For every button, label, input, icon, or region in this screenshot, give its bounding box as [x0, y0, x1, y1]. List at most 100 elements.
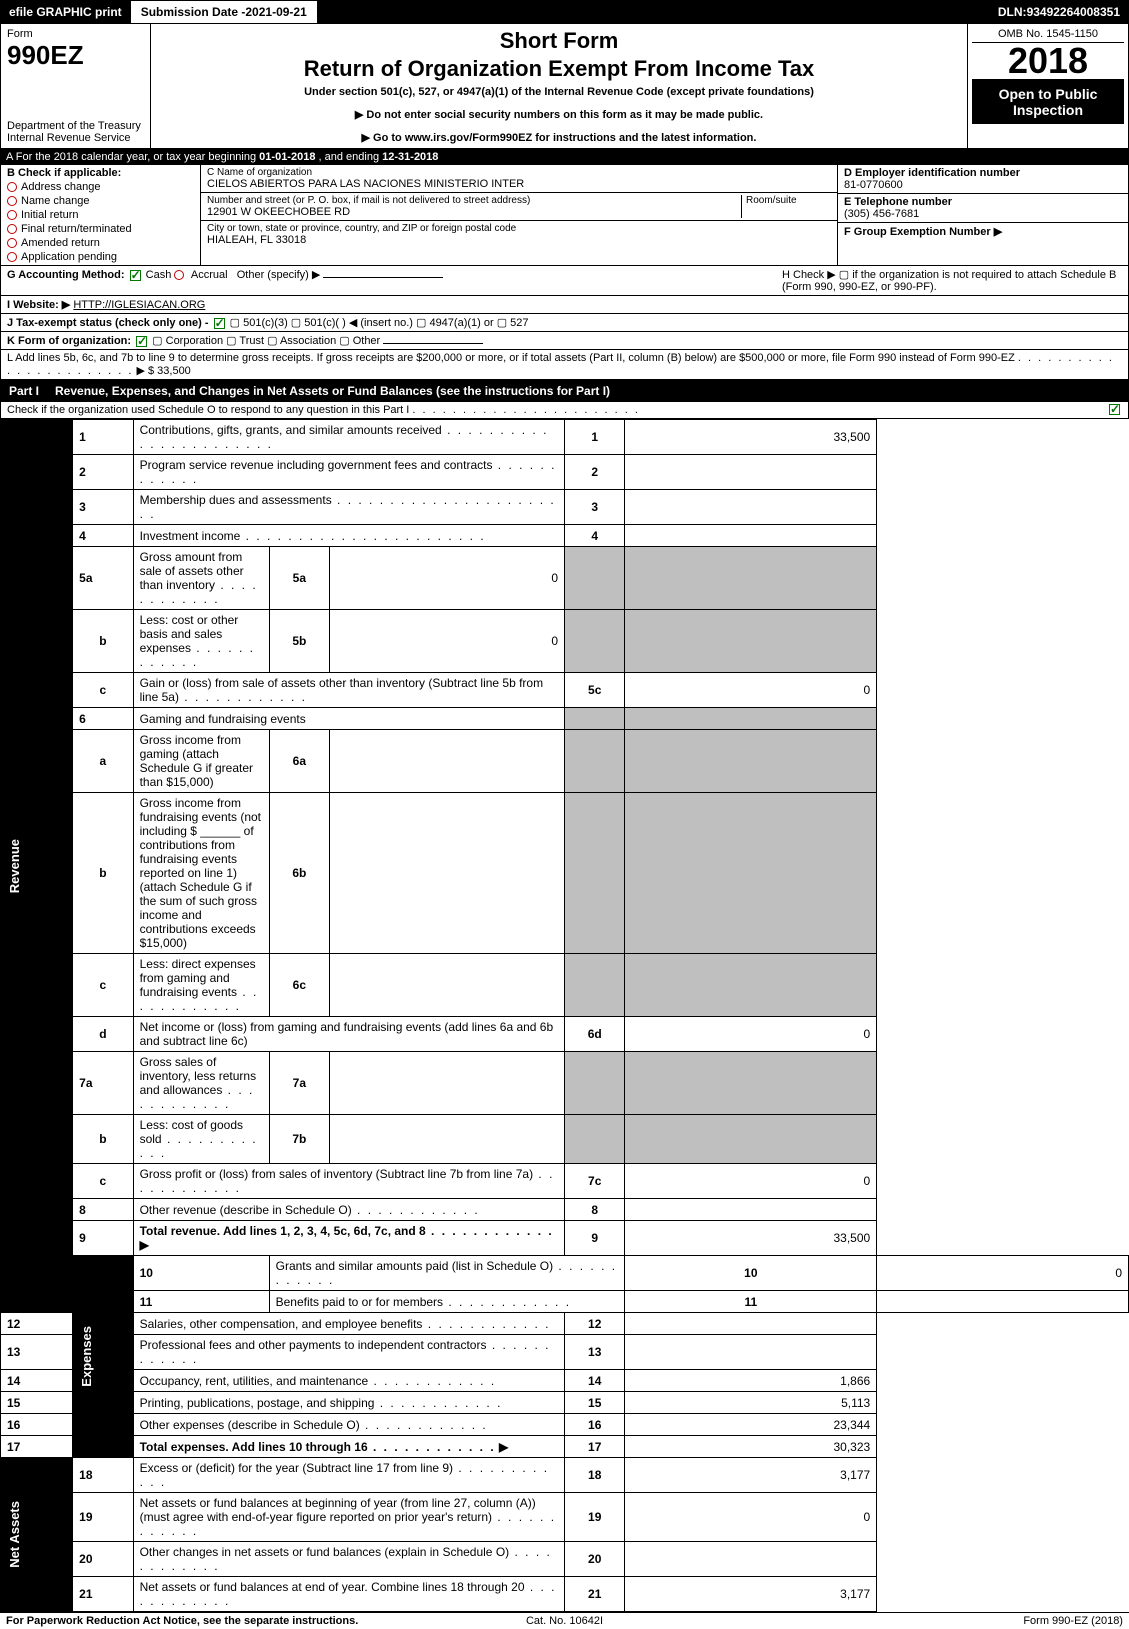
- print-button[interactable]: Submission Date - 2021-09-21: [130, 1, 318, 23]
- line-21-amount: 3,177: [625, 1577, 877, 1612]
- table-row: 19Net assets or fund balances at beginni…: [1, 1493, 1129, 1542]
- b-opt-name[interactable]: Name change: [7, 195, 194, 207]
- checkbox-corp[interactable]: [136, 336, 147, 347]
- form-header-right: OMB No. 1545-1150 2018 Open to Public In…: [968, 24, 1128, 148]
- netassets-label: Net Assets: [7, 1501, 22, 1568]
- dln-value: 93492264008351: [1027, 5, 1120, 19]
- table-row: 14Occupancy, rent, utilities, and mainte…: [1, 1370, 1129, 1392]
- org-city: HIALEAH, FL 33018: [207, 234, 831, 246]
- g-other: Other (specify) ▶: [237, 269, 321, 281]
- form-header-left: Form 990EZ Department of the Treasury In…: [1, 24, 151, 148]
- g-accrual: Accrual: [191, 269, 228, 281]
- short-form-label: Short Form: [159, 28, 959, 54]
- table-row: 3Membership dues and assessments 3: [1, 490, 1129, 525]
- dln-label: DLN:: [998, 5, 1027, 19]
- b-opt-pending[interactable]: Application pending: [7, 251, 194, 263]
- table-row: 7aGross sales of inventory, less returns…: [1, 1052, 1129, 1115]
- dln: DLN: 93492264008351: [990, 1, 1128, 23]
- line-16-amount: 23,344: [625, 1414, 877, 1436]
- line-desc: Total expenses. Add lines 10 through 16: [140, 1440, 368, 1454]
- table-row: Revenue 1 Contributions, gifts, grants, …: [1, 420, 1129, 455]
- checkbox-schedule-o[interactable]: [1109, 404, 1120, 415]
- tax-year: 2018: [972, 43, 1124, 80]
- line-6d-amount: 0: [625, 1017, 877, 1052]
- part1-check-row: Check if the organization used Schedule …: [0, 402, 1129, 419]
- submission-date: 2021-09-21: [245, 5, 306, 19]
- table-row: 9Total revenue. Add lines 1, 2, 3, 4, 5c…: [1, 1221, 1129, 1256]
- k-row: K Form of organization: ▢ Corporation ▢ …: [0, 332, 1129, 350]
- topbar-spacer: [318, 1, 990, 23]
- table-row: bLess: cost of goods sold 7b: [1, 1115, 1129, 1164]
- radio-icon[interactable]: [174, 270, 184, 280]
- line-15-amount: 5,113: [625, 1392, 877, 1414]
- part1-check-text: Check if the organization used Schedule …: [7, 404, 409, 416]
- table-row: 4Investment income 4: [1, 525, 1129, 547]
- table-row: Net Assets 18Excess or (deficit) for the…: [1, 1458, 1129, 1493]
- line-10-amount: 0: [877, 1256, 1129, 1291]
- table-row: 6Gaming and fundraising events: [1, 708, 1129, 730]
- line-7c-amount: 0: [625, 1164, 877, 1199]
- g-cash: Cash: [146, 269, 172, 281]
- table-row: dNet income or (loss) from gaming and fu…: [1, 1017, 1129, 1052]
- line-13-amount: [625, 1335, 877, 1370]
- line-7a-inval: [330, 1052, 565, 1115]
- table-row: cLess: direct expenses from gaming and f…: [1, 954, 1129, 1017]
- website-link[interactable]: HTTP://IGLESIACAN.ORG: [73, 299, 205, 311]
- line-2-amount: [625, 455, 877, 490]
- ein: 81-0770600: [844, 179, 903, 191]
- b-opt-address[interactable]: Address change: [7, 181, 194, 193]
- line-19-amount: 0: [625, 1493, 877, 1542]
- table-row: Expenses 10Grants and similar amounts pa…: [1, 1256, 1129, 1291]
- b-opt-initial[interactable]: Initial return: [7, 209, 194, 221]
- line-desc: Salaries, other compensation, and employ…: [140, 1317, 423, 1331]
- efile-label: efile GRAPHIC print: [1, 1, 130, 23]
- k-other-input[interactable]: [383, 343, 483, 344]
- table-row: aGross income from gaming (attach Schedu…: [1, 730, 1129, 793]
- page-footer: For Paperwork Reduction Act Notice, see …: [0, 1612, 1129, 1629]
- g-label: G Accounting Method:: [7, 269, 125, 281]
- table-row: cGain or (loss) from sale of assets othe…: [1, 673, 1129, 708]
- l-text: L Add lines 5b, 6c, and 7b to line 9 to …: [7, 352, 1015, 364]
- line-desc: Membership dues and assessments: [140, 493, 332, 507]
- goto-link[interactable]: ▶ Go to www.irs.gov/Form990EZ for instru…: [159, 131, 959, 144]
- dept-treasury: Department of the Treasury: [7, 120, 144, 132]
- checkbox-501c3[interactable]: [214, 318, 225, 329]
- dots: [412, 404, 640, 416]
- b-opt-final[interactable]: Final return/terminated: [7, 223, 194, 235]
- line-5c-amount: 0: [625, 673, 877, 708]
- ssn-warning: ▶ Do not enter social security numbers o…: [159, 108, 959, 121]
- b-opt-amended[interactable]: Amended return: [7, 237, 194, 249]
- section-b: B Check if applicable: Address change Na…: [1, 165, 201, 265]
- org-name: CIELOS ABIERTOS PARA LAS NACIONES MINIST…: [207, 178, 831, 190]
- g-other-input[interactable]: [323, 277, 443, 278]
- period-begin: 01-01-2018: [259, 151, 315, 163]
- gh-row: G Accounting Method: Cash Accrual Other …: [0, 266, 1129, 296]
- line-desc: Professional fees and other payments to …: [140, 1338, 487, 1352]
- line-desc: Gross income from fundraising events (no…: [140, 796, 261, 950]
- line-14-amount: 1,866: [625, 1370, 877, 1392]
- line-17-amount: 30,323: [625, 1436, 877, 1458]
- table-row: 5aGross amount from sale of assets other…: [1, 547, 1129, 610]
- line-desc: Other changes in net assets or fund bala…: [140, 1545, 510, 1559]
- table-row: 15Printing, publications, postage, and s…: [1, 1392, 1129, 1414]
- line-20-amount: [625, 1542, 877, 1577]
- period-prefix: A For the 2018 calendar year, or tax yea…: [6, 151, 259, 163]
- telephone: (305) 456-7681: [844, 208, 919, 220]
- j-label: J Tax-exempt status (check only one) -: [7, 317, 209, 329]
- radio-icon: [7, 196, 17, 206]
- line-3-amount: [625, 490, 877, 525]
- form-subtitle: Under section 501(c), 527, or 4947(a)(1)…: [159, 86, 959, 98]
- line-6c-inval: [330, 954, 565, 1017]
- radio-icon: [7, 224, 17, 234]
- line-desc: Gross profit or (loss) from sales of inv…: [140, 1167, 533, 1181]
- org-info-block: B Check if applicable: Address change Na…: [0, 165, 1129, 266]
- h-text: H Check ▶ ▢ if the organization is not r…: [782, 268, 1122, 293]
- i-label: I Website: ▶: [7, 299, 70, 311]
- checkbox-cash[interactable]: [130, 270, 141, 281]
- l-row: L Add lines 5b, 6c, and 7b to line 9 to …: [0, 350, 1129, 380]
- submission-date-label: Submission Date -: [141, 5, 246, 19]
- line-desc: Benefits paid to or for members: [276, 1295, 443, 1309]
- table-row: 13Professional fees and other payments t…: [1, 1335, 1129, 1370]
- footer-left: For Paperwork Reduction Act Notice, see …: [6, 1615, 378, 1627]
- table-row: 12Salaries, other compensation, and empl…: [1, 1313, 1129, 1335]
